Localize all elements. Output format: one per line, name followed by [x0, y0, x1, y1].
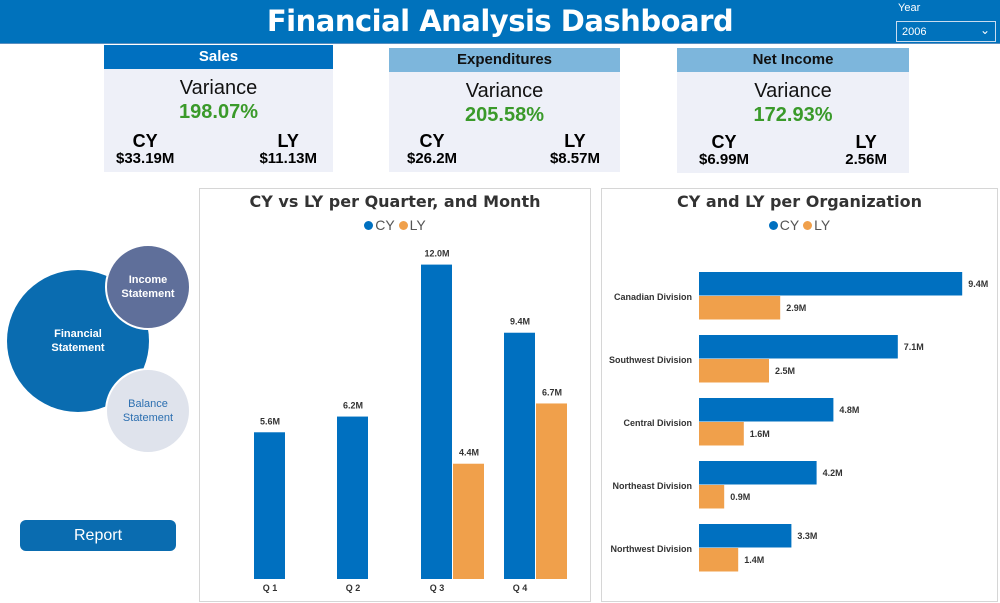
y-tick-label: Canadian Division	[614, 292, 692, 302]
data-label: 0.9M	[730, 492, 750, 502]
ly-bar	[453, 463, 484, 579]
chart-title: CY vs LY per Quarter, and Month	[249, 192, 541, 211]
financial-statement-label: Financial Statement	[51, 328, 105, 354]
income-statement-label: Income Statement	[121, 274, 175, 300]
cy-label: CY	[419, 131, 445, 151]
header-bar: Financial Analysis Dashboard Year 2006 ⌄	[0, 0, 1000, 44]
card-title: Net Income	[677, 48, 909, 72]
ly-legend-dot	[398, 221, 408, 230]
y-tick-label: Northeast Division	[612, 481, 692, 491]
data-label: 9.4M	[968, 279, 988, 289]
data-label: 2.9M	[786, 303, 806, 313]
cy-legend-dot	[768, 221, 778, 230]
cy-value: $26.2M	[407, 150, 458, 167]
organization-chart-svg: Canadian Division 9.4M 2.9M Southwest Divis…	[609, 272, 988, 572]
chevron-down-icon: ⌄	[979, 23, 990, 37]
cy-legend-dot	[364, 221, 374, 230]
chart-legend: CY LY	[200, 217, 590, 233]
data-label: 4.4M	[459, 448, 479, 458]
ly-bar	[699, 422, 744, 446]
card-title: Expenditures	[389, 48, 620, 72]
ly-value: 2.56M	[845, 151, 887, 168]
data-label: 3.3M	[797, 531, 817, 541]
ly-label: LY	[277, 131, 299, 151]
cy-label: CY	[132, 131, 158, 151]
cy-bar	[699, 272, 963, 296]
income-statement-button[interactable]: Income Statement	[105, 244, 191, 330]
cy-bar	[699, 398, 834, 422]
data-label: 1.6M	[750, 429, 770, 439]
page-title: Financial Analysis Dashboard	[266, 4, 734, 38]
cy-bar	[699, 461, 817, 485]
variance-label: Variance	[754, 80, 832, 102]
ly-bar	[699, 359, 769, 383]
cy-bar	[421, 264, 452, 579]
net-income-card: Net Income Variance 172.93% CY $6.99M LY 2…	[677, 48, 909, 173]
ly-value: $8.57M	[549, 150, 600, 167]
variance-label: Variance	[465, 80, 544, 102]
cy-bar	[254, 432, 285, 579]
quarter-chart: CY vs LY per Quarter, and Month CY LY Q …	[199, 188, 591, 602]
year-label: Year	[898, 2, 921, 14]
x-tick-label: Q 3	[430, 583, 445, 593]
legend-ly: LY	[409, 217, 426, 233]
ly-label: LY	[855, 132, 877, 152]
x-tick-label: Q 1	[263, 583, 278, 593]
variance-value: 198.07%	[179, 101, 258, 123]
year-dropdown[interactable]: 2006 ⌄	[896, 21, 996, 42]
variance-value: 172.93%	[753, 104, 833, 126]
balance-statement-label: Balance Statement	[122, 398, 174, 424]
data-label: 9.4M	[510, 317, 530, 327]
y-tick-label: Southwest Division	[609, 355, 692, 365]
ly-bar	[699, 296, 781, 320]
balance-statement-button[interactable]: Balance Statement	[105, 368, 191, 454]
data-label: 1.4M	[744, 555, 764, 565]
variance-label: Variance	[179, 77, 258, 99]
report-button[interactable]: Report	[20, 520, 176, 551]
ly-value: $11.13M	[259, 150, 317, 167]
cy-bar	[699, 335, 898, 359]
legend-cy: CY	[375, 217, 395, 233]
ly-label: LY	[564, 131, 586, 151]
cy-bar	[699, 524, 792, 548]
organization-chart: CY and LY per Organization CY LY Canadia…	[601, 188, 998, 602]
year-value: 2006	[902, 26, 927, 38]
data-label: 5.6M	[260, 416, 280, 426]
cy-bar	[504, 332, 535, 579]
x-tick-label: Q 4	[513, 583, 528, 593]
data-label: 12.0M	[424, 249, 449, 259]
legend-ly: LY	[814, 217, 831, 233]
chart-legend: CY LY	[602, 217, 997, 233]
data-label: 6.2M	[343, 401, 363, 411]
variance-value: 205.58%	[465, 104, 544, 126]
data-label: 4.8M	[839, 405, 859, 415]
cy-label: CY	[711, 132, 737, 152]
legend-cy: CY	[779, 217, 800, 233]
data-label: 4.2M	[823, 468, 843, 478]
data-label: 6.7M	[542, 387, 562, 397]
sales-card: Sales Variance 198.07% CY $33.19M LY $11.1…	[104, 45, 333, 172]
chart-title: CY and LY per Organization	[677, 192, 922, 211]
y-tick-label: Northwest Division	[610, 544, 692, 554]
cy-bar	[337, 416, 368, 579]
cy-value: $6.99M	[699, 151, 750, 168]
x-tick-label: Q 2	[346, 583, 361, 593]
ly-bar	[536, 403, 567, 579]
y-tick-label: Central Division	[623, 418, 692, 428]
data-label: 2.5M	[775, 366, 795, 376]
ly-legend-dot	[803, 221, 813, 230]
expenditures-card: Expenditures Variance 205.58% CY $26.2M L…	[389, 48, 620, 172]
ly-bar	[699, 548, 739, 572]
cy-value: $33.19M	[116, 150, 175, 167]
quarter-chart-svg: Q 1 5.6M Q 2 6.2M Q 3 12.0M 4.4M Q 4 9.4M 6.7M	[254, 249, 567, 593]
data-label: 7.1M	[904, 342, 924, 352]
ly-bar	[699, 485, 725, 509]
card-title: Sales	[104, 45, 333, 69]
